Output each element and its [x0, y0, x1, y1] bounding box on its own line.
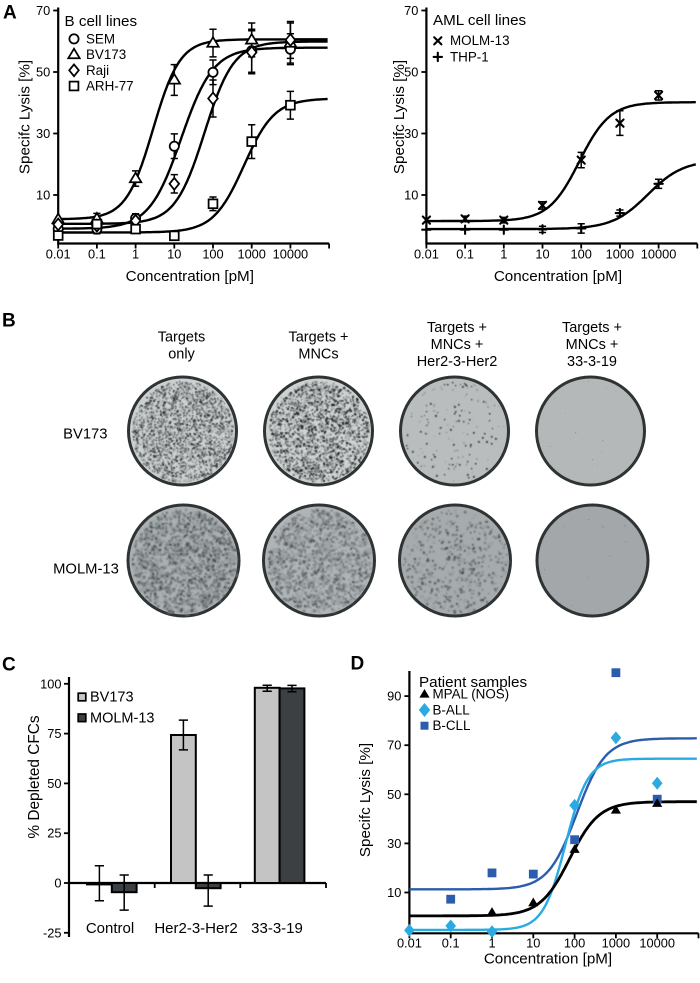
- svg-text:0.1: 0.1: [88, 247, 106, 262]
- svg-text:Targets +: Targets +: [562, 320, 622, 336]
- svg-text:70: 70: [404, 3, 418, 18]
- svg-text:MNCs: MNCs: [298, 347, 338, 363]
- svg-text:MOLM-13: MOLM-13: [450, 33, 510, 48]
- svg-text:B-CLL: B-CLL: [433, 718, 471, 733]
- svg-text:ARH-77: ARH-77: [86, 79, 134, 94]
- svg-text:90: 90: [387, 689, 401, 704]
- svg-text:only: only: [168, 347, 195, 363]
- svg-text:100: 100: [202, 247, 223, 262]
- svg-text:Targets +: Targets +: [427, 320, 487, 336]
- svg-text:BV173: BV173: [86, 47, 126, 62]
- svg-text:B cell lines: B cell lines: [65, 13, 138, 30]
- svg-text:30: 30: [387, 836, 401, 851]
- svg-text:10000: 10000: [641, 247, 677, 262]
- svg-text:1: 1: [500, 247, 507, 262]
- svg-text:MOLM-13: MOLM-13: [53, 561, 119, 577]
- svg-text:70: 70: [387, 738, 401, 753]
- svg-text:AML cell lines: AML cell lines: [433, 12, 527, 29]
- svg-text:BV173: BV173: [90, 690, 134, 706]
- svg-text:MPAL (NOS): MPAL (NOS): [433, 687, 510, 702]
- svg-text:10000: 10000: [273, 247, 309, 262]
- svg-text:Patient samples: Patient samples: [419, 674, 527, 691]
- svg-text:Her2-3-Her2: Her2-3-Her2: [154, 920, 237, 937]
- svg-text:Targets: Targets: [158, 330, 206, 346]
- svg-text:1000: 1000: [606, 247, 634, 262]
- svg-text:Raji: Raji: [86, 63, 109, 78]
- svg-text:30: 30: [404, 126, 418, 141]
- svg-text:Concentration [pM]: Concentration [pM]: [484, 951, 612, 968]
- svg-text:Her2-3-Her2: Her2-3-Her2: [417, 354, 498, 370]
- svg-text:10: 10: [404, 188, 418, 203]
- svg-text:MNCs +: MNCs +: [566, 337, 619, 353]
- svg-text:C: C: [2, 655, 16, 676]
- svg-text:33-3-19: 33-3-19: [567, 354, 617, 370]
- svg-text:SEM: SEM: [86, 32, 115, 47]
- svg-text:1000: 1000: [602, 936, 630, 951]
- svg-text:1: 1: [132, 247, 139, 262]
- svg-text:Concentration [pM]: Concentration [pM]: [126, 268, 254, 285]
- svg-text:0.01: 0.01: [46, 247, 71, 262]
- svg-text:10: 10: [167, 247, 181, 262]
- svg-text:Targets +: Targets +: [288, 330, 348, 346]
- svg-text:Control: Control: [86, 920, 134, 937]
- svg-text:MNCs +: MNCs +: [431, 337, 484, 353]
- svg-text:70: 70: [36, 3, 50, 18]
- svg-text:0: 0: [54, 876, 61, 891]
- svg-text:B: B: [2, 311, 16, 332]
- svg-text:100: 100: [564, 936, 585, 951]
- svg-text:MOLM-13: MOLM-13: [90, 710, 154, 726]
- svg-text:A: A: [3, 3, 17, 24]
- svg-text:100: 100: [40, 676, 61, 691]
- svg-text:Specifc Lysis [%]: Specifc Lysis [%]: [357, 743, 374, 857]
- svg-text:10: 10: [535, 247, 549, 262]
- svg-text:THP-1: THP-1: [450, 49, 489, 64]
- svg-text:100: 100: [571, 247, 592, 262]
- svg-text:0.1: 0.1: [456, 247, 474, 262]
- svg-text:75: 75: [47, 726, 61, 741]
- svg-text:10: 10: [36, 188, 50, 203]
- svg-text:10: 10: [387, 885, 401, 900]
- svg-text:BV173: BV173: [63, 427, 107, 443]
- svg-text:50: 50: [36, 65, 50, 80]
- svg-text:B-ALL: B-ALL: [433, 702, 470, 717]
- svg-text:1000: 1000: [237, 247, 265, 262]
- svg-text:10: 10: [526, 936, 540, 951]
- svg-text:50: 50: [47, 776, 61, 791]
- svg-text:0.01: 0.01: [414, 247, 439, 262]
- svg-text:% Depleted CFCs: % Depleted CFCs: [26, 715, 43, 838]
- svg-text:0.01: 0.01: [397, 936, 422, 951]
- svg-text:Specifc Lysis [%]: Specifc Lysis [%]: [17, 60, 34, 174]
- svg-text:50: 50: [404, 65, 418, 80]
- svg-text:33-3-19: 33-3-19: [251, 920, 303, 937]
- svg-text:30: 30: [36, 126, 50, 141]
- svg-text:0.1: 0.1: [442, 936, 460, 951]
- svg-text:-25: -25: [43, 925, 62, 940]
- svg-text:D: D: [351, 653, 365, 674]
- svg-text:Concentration [pM]: Concentration [pM]: [494, 268, 622, 285]
- svg-text:25: 25: [47, 826, 61, 841]
- svg-text:Specifc Lysis [%]: Specifc Lysis [%]: [391, 60, 408, 174]
- svg-text:10000: 10000: [639, 936, 675, 951]
- svg-text:1: 1: [488, 936, 495, 951]
- svg-text:50: 50: [387, 787, 401, 802]
